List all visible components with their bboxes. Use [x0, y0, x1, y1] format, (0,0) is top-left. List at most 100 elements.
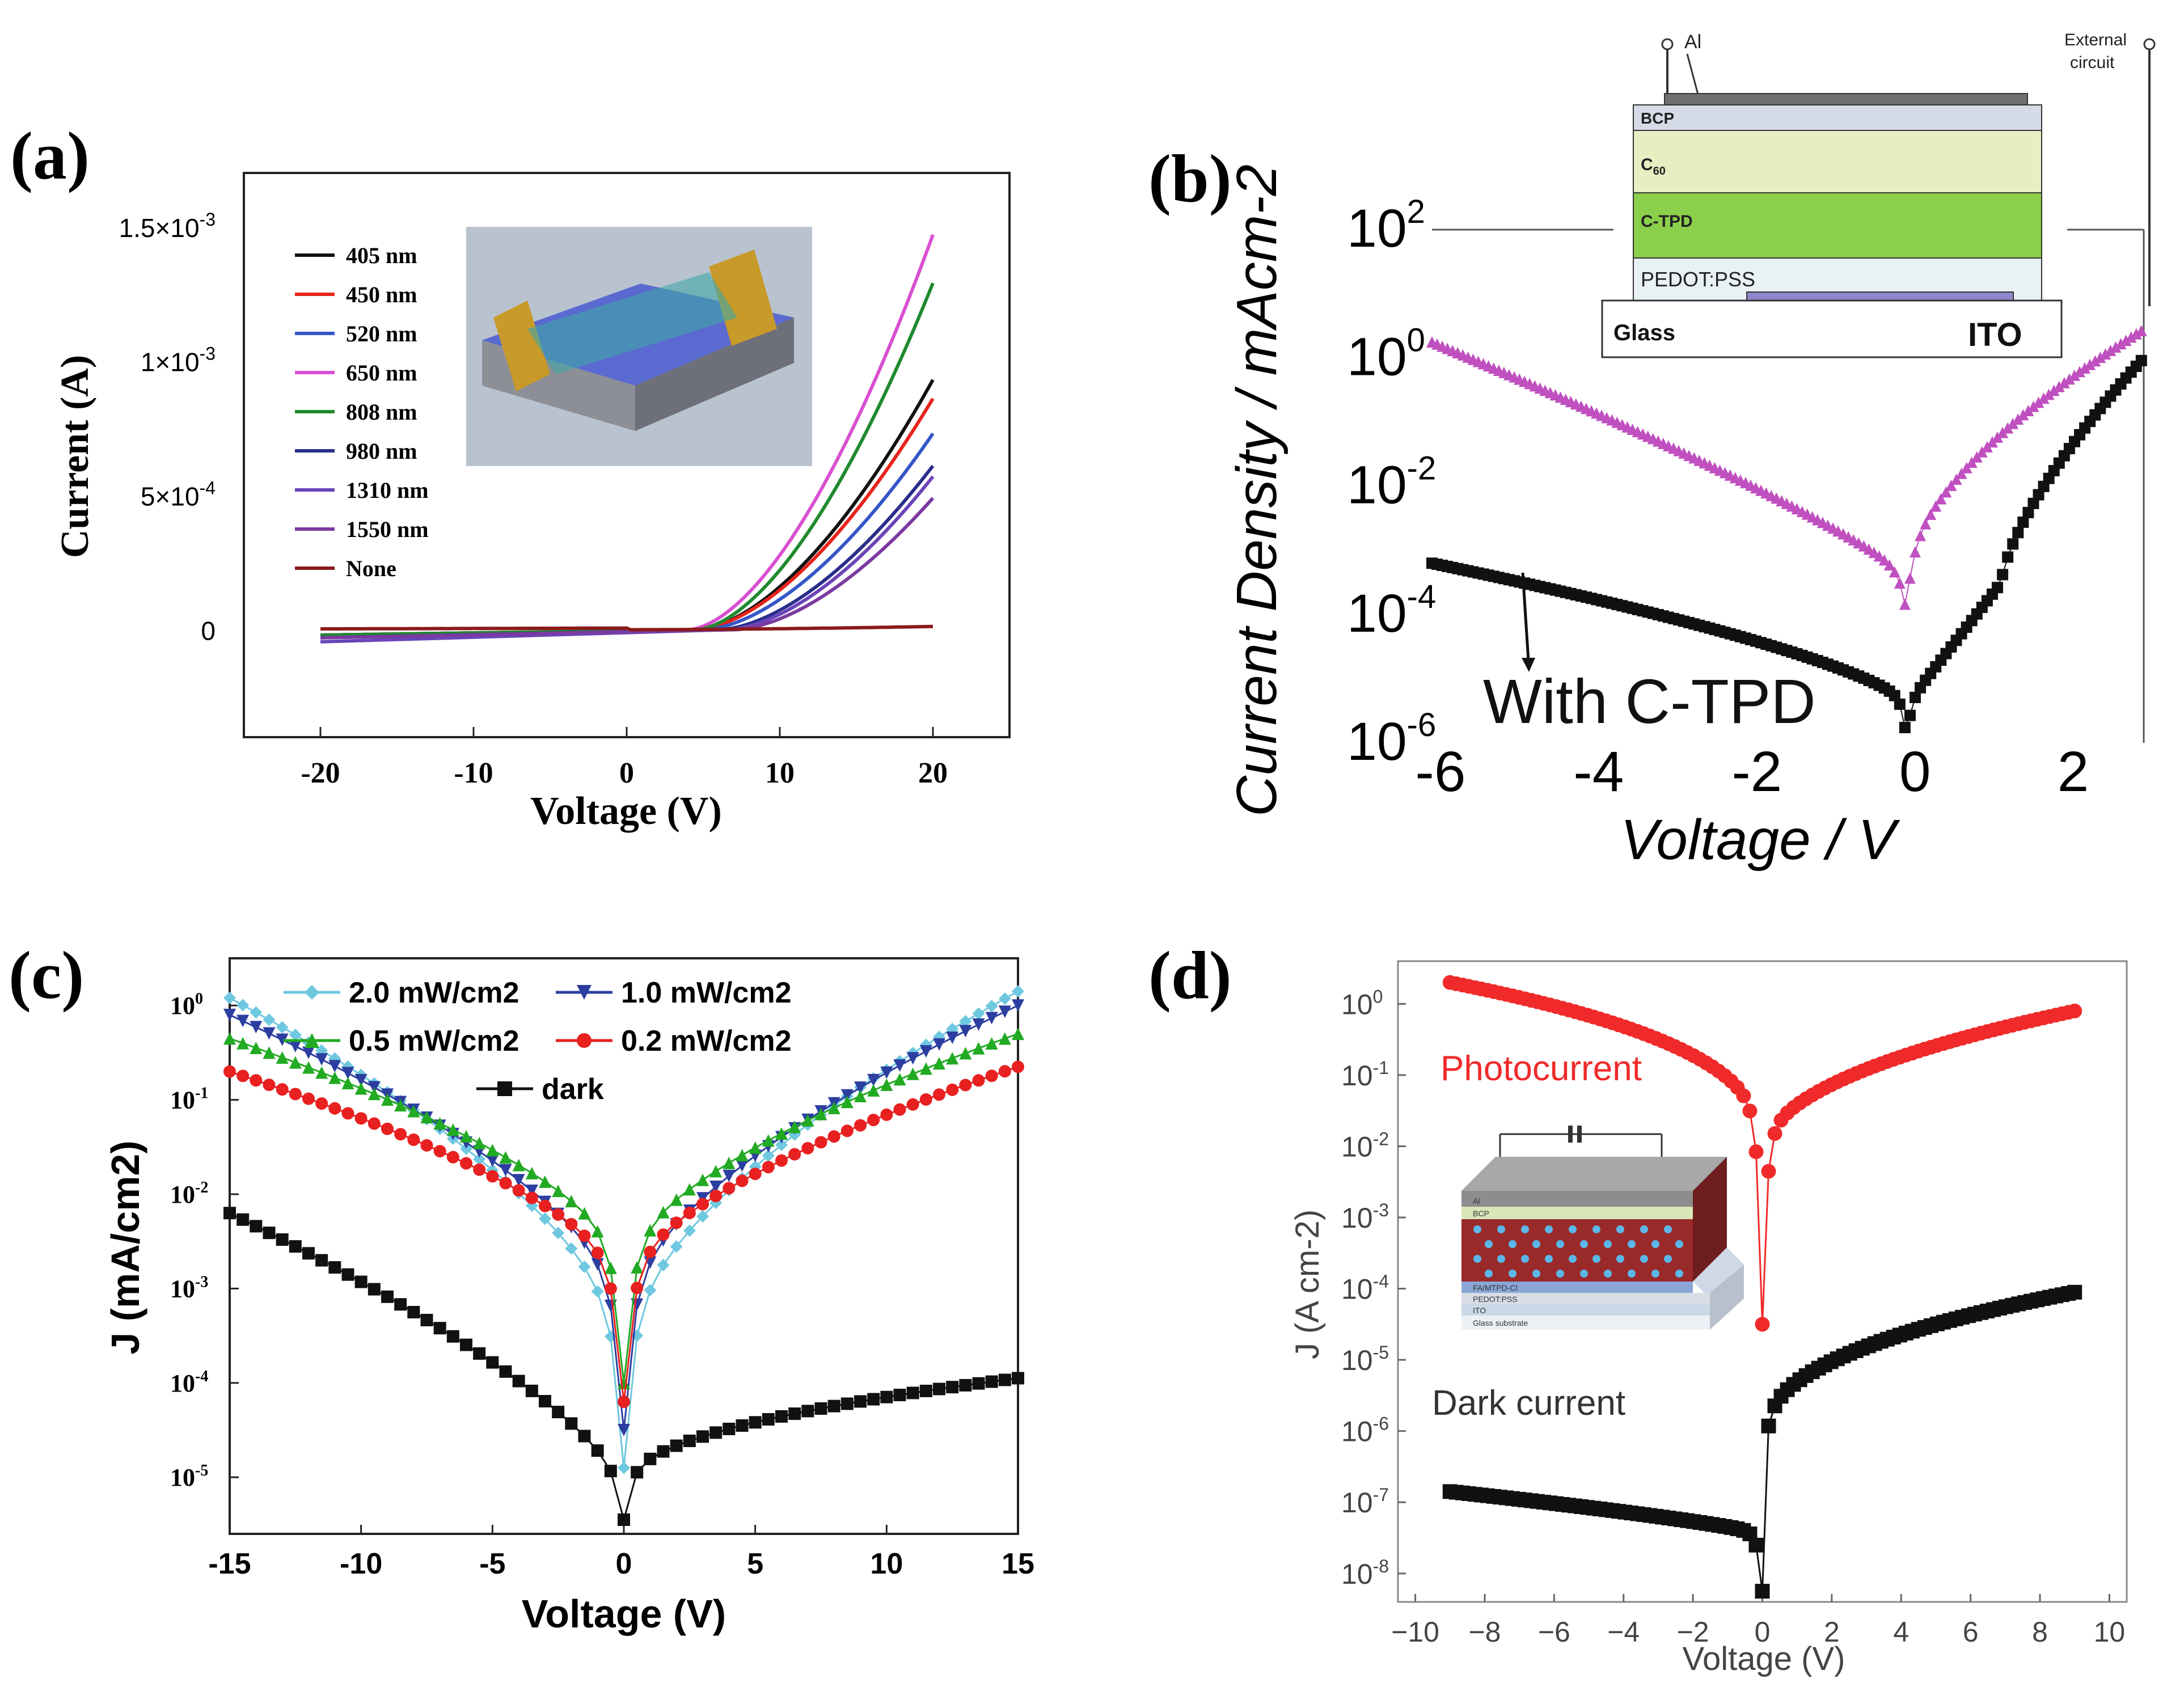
- inset-dot: [1556, 1240, 1564, 1248]
- series-0.2-mW-cm2: [223, 1060, 1024, 1409]
- data-point: [604, 1261, 617, 1274]
- data-point: [814, 1136, 827, 1149]
- y-tick-label: 10-2: [1341, 1128, 1389, 1162]
- data-point: [801, 1114, 814, 1127]
- legend-label: 1310 nm: [346, 477, 429, 503]
- y-tick-label: 1×10-3: [141, 344, 216, 377]
- data-point: [2012, 413, 2024, 425]
- data-point: [683, 1207, 696, 1220]
- data-point: [906, 1386, 919, 1399]
- data-point: [1910, 691, 1921, 703]
- data-point: [328, 1102, 341, 1115]
- data-point: [2120, 335, 2132, 346]
- data-point: [867, 1084, 880, 1097]
- data-point: [1894, 577, 1906, 589]
- x-tick-label: 0: [1755, 1616, 1771, 1648]
- y-tick-label: 1.5×10-3: [119, 209, 216, 243]
- data-point: [341, 1107, 354, 1120]
- data-point: [657, 1228, 670, 1241]
- data-point: [946, 1031, 959, 1045]
- x-tick-label: -6: [1416, 740, 1466, 804]
- y-tick-label: 10-3: [1341, 1200, 1389, 1234]
- data-point: [341, 1076, 354, 1089]
- data-point: [512, 1158, 525, 1172]
- inset-dot: [1509, 1240, 1516, 1248]
- data-point: [959, 1014, 972, 1027]
- annotation-with-ctpd: With C-TPD: [1483, 667, 1816, 737]
- data-point: [236, 1014, 250, 1027]
- data-point: [814, 1107, 827, 1120]
- legend-marker: [577, 985, 592, 1000]
- data-point: [919, 1062, 932, 1075]
- data-point: [670, 1439, 683, 1452]
- data-point: [827, 1101, 840, 1114]
- series-Photocurrent: [1442, 975, 2082, 1332]
- data-point: [250, 1220, 263, 1233]
- legend-marker: [305, 1033, 319, 1048]
- y-tick-label: 10-6: [1347, 707, 1436, 772]
- data-point: [289, 1240, 302, 1253]
- data-point: [972, 1007, 985, 1020]
- data-point: [788, 1407, 801, 1420]
- data-point: [840, 1124, 854, 1137]
- data-point: [919, 1384, 932, 1397]
- inset-dot: [1675, 1270, 1683, 1278]
- data-point: [946, 1083, 959, 1096]
- data-point: [499, 1151, 512, 1164]
- data-point: [223, 1207, 236, 1220]
- data-point: [2007, 417, 2019, 429]
- data-point: [263, 1227, 276, 1240]
- data-point: [985, 1037, 998, 1050]
- data-point: [1012, 999, 1024, 1012]
- data-point: [578, 1207, 591, 1220]
- data-point: [236, 1037, 250, 1050]
- y-tick-label: 10-8: [1341, 1556, 1389, 1590]
- data-point: [354, 1112, 367, 1125]
- data-point: [854, 1119, 867, 1132]
- data-point: [539, 1212, 551, 1225]
- data-point: [775, 1154, 788, 1167]
- inset-dot: [1497, 1225, 1505, 1233]
- data-point: [420, 1313, 433, 1326]
- data-point: [1997, 569, 2009, 581]
- data-point: [578, 1430, 591, 1443]
- y-tick-label: 100: [1347, 322, 1425, 387]
- x-axis-label: Voltage (V): [522, 1592, 726, 1636]
- y-tick-label: 10-4: [170, 1368, 208, 1397]
- data-point: [236, 1069, 250, 1082]
- data-point: [933, 1382, 945, 1396]
- data-point: [880, 1108, 893, 1121]
- panel-a: (a) -20 -10 0 10 20 0 5×10-4 1×10-3 1.5×10-3 40…: [0, 0, 1092, 885]
- data-point: [2022, 404, 2034, 416]
- svg-text:FA/MTPD-Cl: FA/MTPD-Cl: [1473, 1283, 1518, 1292]
- inset-dot: [1545, 1225, 1553, 1233]
- data-point: [709, 1180, 723, 1193]
- data-point: [709, 1196, 723, 1210]
- data-point: [840, 1096, 854, 1109]
- data-point: [367, 1283, 381, 1296]
- data-point: [736, 1149, 749, 1162]
- data-point: [407, 1305, 420, 1318]
- x-tick-label: 10: [870, 1547, 903, 1580]
- data-point: [420, 1111, 433, 1124]
- data-point: [263, 1079, 276, 1092]
- data-point: [1920, 518, 1932, 530]
- data-point: [998, 1032, 1011, 1045]
- inset-dot: [1628, 1270, 1636, 1278]
- inset-dot: [1628, 1240, 1636, 1248]
- data-point: [2084, 358, 2096, 370]
- data-point: [565, 1417, 578, 1430]
- data-point: [341, 1067, 354, 1080]
- data-point: [657, 1206, 670, 1219]
- series-Dark-current: [1442, 1284, 2082, 1599]
- data-point: [867, 1073, 880, 1086]
- inset-dot: [1532, 1270, 1540, 1278]
- data-point: [2063, 373, 2075, 385]
- data-point: [2089, 355, 2101, 367]
- data-point: [223, 991, 236, 1004]
- x-tick-label: -10: [454, 757, 493, 789]
- data-point: [906, 1067, 919, 1080]
- data-point: [2033, 396, 2044, 408]
- data-point: [578, 1260, 591, 1273]
- inset-dot: [1532, 1240, 1540, 1248]
